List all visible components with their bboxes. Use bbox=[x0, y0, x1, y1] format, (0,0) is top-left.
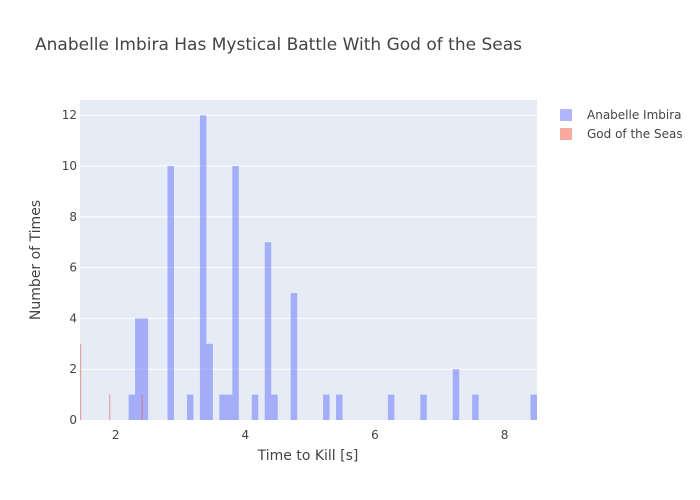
x-tick-label: 4 bbox=[241, 428, 249, 442]
x-tick-label: 8 bbox=[501, 428, 509, 442]
legend[interactable]: Anabelle Imbira God of the Seas bbox=[560, 108, 683, 141]
y-tick-label: 6 bbox=[69, 261, 77, 275]
x-axis-title: Time to Kill [s] bbox=[257, 448, 359, 464]
y-tick-label: 4 bbox=[69, 311, 77, 325]
bar[interactable] bbox=[128, 394, 136, 420]
legend-label: God of the Seas bbox=[587, 127, 683, 141]
bar[interactable] bbox=[141, 394, 143, 420]
y-tick-label: 0 bbox=[69, 413, 77, 427]
y-tick-label: 2 bbox=[69, 362, 77, 376]
bar[interactable] bbox=[167, 166, 174, 420]
legend-item[interactable]: God of the Seas bbox=[560, 127, 683, 141]
chart-title: Anabelle Imbira Has Mystical Battle With… bbox=[35, 35, 522, 55]
y-tick-label: 12 bbox=[62, 108, 77, 122]
bar[interactable] bbox=[264, 242, 272, 420]
bar[interactable] bbox=[530, 394, 537, 420]
bar[interactable] bbox=[135, 318, 142, 420]
bar[interactable] bbox=[199, 115, 207, 420]
bar[interactable] bbox=[387, 394, 395, 420]
y-axis-ticks: 0 2 4 6 8 10 12 bbox=[62, 108, 77, 427]
bar[interactable] bbox=[186, 394, 194, 420]
legend-swatch bbox=[560, 109, 572, 121]
y-tick-label: 8 bbox=[69, 210, 77, 224]
bar[interactable] bbox=[219, 394, 226, 420]
bar[interactable] bbox=[271, 394, 278, 420]
bar[interactable] bbox=[290, 293, 298, 420]
bar[interactable] bbox=[420, 394, 427, 420]
bars bbox=[80, 115, 537, 420]
legend-swatch bbox=[560, 128, 572, 140]
bar[interactable] bbox=[452, 369, 460, 420]
y-axis-title: Number of Times bbox=[28, 200, 44, 320]
bar[interactable] bbox=[336, 394, 343, 420]
gridlines bbox=[80, 114, 537, 370]
bar[interactable] bbox=[141, 318, 149, 420]
bar[interactable] bbox=[225, 394, 233, 420]
x-tick-label: 6 bbox=[371, 428, 379, 442]
y-tick-label: 10 bbox=[62, 159, 77, 173]
bar[interactable] bbox=[109, 394, 111, 420]
bar[interactable] bbox=[323, 394, 330, 420]
bar[interactable] bbox=[80, 343, 82, 420]
bar[interactable] bbox=[232, 166, 239, 420]
plot-area bbox=[80, 100, 537, 420]
bar[interactable] bbox=[472, 394, 479, 420]
bar[interactable] bbox=[206, 343, 213, 420]
x-tick-label: 2 bbox=[112, 428, 120, 442]
legend-item[interactable]: Anabelle Imbira bbox=[560, 108, 682, 122]
x-axis-ticks: 2 4 6 8 bbox=[112, 428, 509, 442]
bar[interactable] bbox=[251, 394, 259, 420]
legend-label: Anabelle Imbira bbox=[587, 108, 682, 122]
